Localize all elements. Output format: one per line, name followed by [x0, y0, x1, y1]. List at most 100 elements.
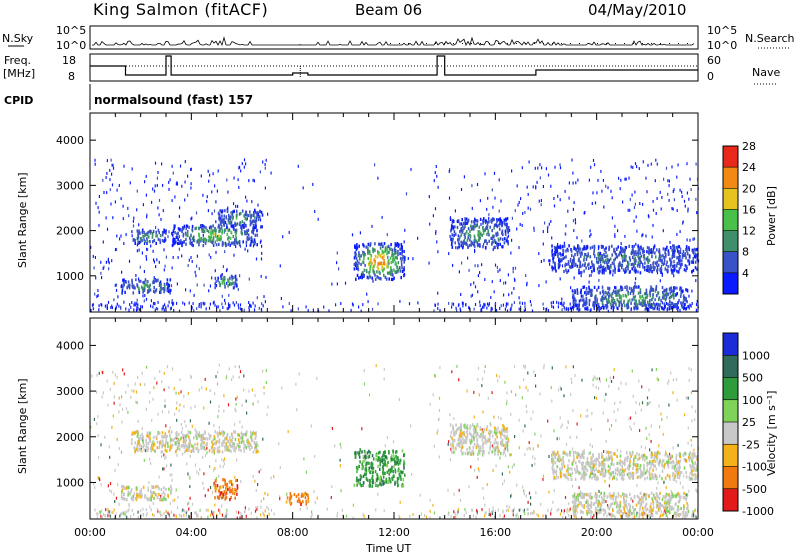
echo-cell	[623, 251, 626, 255]
scatter-cell	[532, 185, 534, 189]
echo-cell	[553, 261, 556, 265]
scatter-cell	[204, 494, 206, 498]
echo-cell	[222, 433, 225, 437]
scatter-cell	[548, 222, 550, 226]
scatter-cell	[189, 289, 191, 293]
scatter-cell	[359, 231, 361, 235]
scatter-cell	[618, 176, 620, 180]
scatter-cell	[695, 308, 697, 312]
echo-cell	[580, 298, 582, 302]
echo-cell	[367, 276, 370, 280]
scatter-cell	[565, 224, 567, 228]
echo-cell	[655, 294, 658, 298]
scatter-cell	[157, 307, 159, 311]
echo-cell	[668, 303, 671, 308]
scatter-cell	[368, 393, 371, 397]
scatter-cell	[419, 493, 421, 497]
echo-cell	[578, 245, 580, 249]
scatter-cell	[572, 365, 574, 369]
echo-cell	[230, 480, 232, 484]
scatter-cell	[102, 391, 104, 395]
echo-cell	[244, 213, 247, 217]
scatter-cell	[655, 367, 657, 371]
scatter-cell	[531, 463, 533, 467]
echo-cell	[252, 450, 255, 454]
scatter-cell	[483, 242, 485, 246]
echo-cell	[622, 249, 625, 253]
scatter-cell	[527, 371, 529, 375]
scatter-cell	[510, 493, 513, 497]
scatter-cell	[462, 304, 464, 308]
scatter-cell	[525, 404, 527, 408]
scatter-cell	[692, 237, 694, 241]
echo-cell	[192, 243, 194, 248]
scatter-cell	[634, 202, 636, 206]
scatter-cell	[210, 513, 212, 517]
echo-cell	[241, 436, 244, 440]
echo-cell	[235, 231, 238, 235]
echo-cell	[639, 256, 641, 260]
scatter-cell	[551, 236, 553, 240]
scatter-cell	[137, 308, 139, 311]
echo-cell	[164, 284, 166, 288]
scatter-cell	[208, 179, 210, 183]
echo-cell	[663, 296, 665, 300]
scatter-cell	[215, 200, 217, 204]
scatter-cell	[141, 305, 143, 309]
echo-cell	[631, 248, 634, 253]
scatter-cell	[635, 411, 637, 415]
scatter-cell	[153, 189, 156, 193]
echo-cell	[671, 271, 673, 275]
echo-cell	[229, 480, 231, 484]
echo-cell	[646, 250, 648, 254]
scatter-cell	[118, 396, 120, 400]
echo-cell	[639, 288, 642, 292]
scatter-cell	[586, 408, 588, 412]
echo-cell	[668, 306, 671, 310]
echo-cell	[207, 230, 210, 234]
echo-cell	[191, 448, 194, 452]
echo-cell	[454, 225, 456, 229]
echo-cell	[191, 243, 193, 247]
echo-cell	[633, 258, 635, 262]
nsearch-dot	[651, 43, 652, 44]
scatter-cell	[570, 286, 572, 290]
scatter-cell	[191, 424, 193, 428]
scatter-cell	[296, 408, 298, 412]
scatter-cell	[617, 229, 619, 233]
echo-cell	[251, 221, 253, 225]
scatter-cell	[660, 265, 663, 269]
scatter-cell	[629, 462, 631, 466]
echo-cell	[696, 247, 698, 251]
echo-cell	[160, 496, 163, 500]
echo-cell	[462, 241, 464, 245]
echo-cell	[450, 227, 453, 231]
scatter-cell	[542, 474, 545, 478]
echo-cell	[663, 289, 665, 293]
echo-cell	[140, 285, 143, 289]
scatter-cell	[158, 475, 160, 479]
echo-cell	[221, 430, 223, 434]
scatter-cell	[134, 303, 136, 307]
echo-cell	[230, 489, 233, 493]
scatter-cell	[114, 283, 116, 287]
echo-cell	[382, 479, 385, 483]
scatter-cell	[177, 495, 179, 499]
echo-cell	[159, 238, 161, 242]
scatter-cell	[625, 512, 627, 516]
scatter-cell	[569, 302, 571, 306]
scatter-cell	[238, 186, 240, 189]
echo-cell	[198, 227, 200, 231]
echo-cell	[611, 253, 613, 257]
echo-cell	[672, 305, 675, 309]
scatter-cell	[479, 300, 481, 304]
echo-cell	[219, 486, 221, 490]
scatter-cell	[574, 218, 576, 222]
echo-cell	[191, 237, 194, 241]
scatter-cell	[625, 382, 627, 386]
scatter-cell	[186, 509, 188, 513]
echo-cell	[148, 432, 150, 436]
scatter-cell	[602, 411, 604, 415]
echo-cell	[490, 236, 492, 240]
echo-cell	[597, 245, 600, 249]
